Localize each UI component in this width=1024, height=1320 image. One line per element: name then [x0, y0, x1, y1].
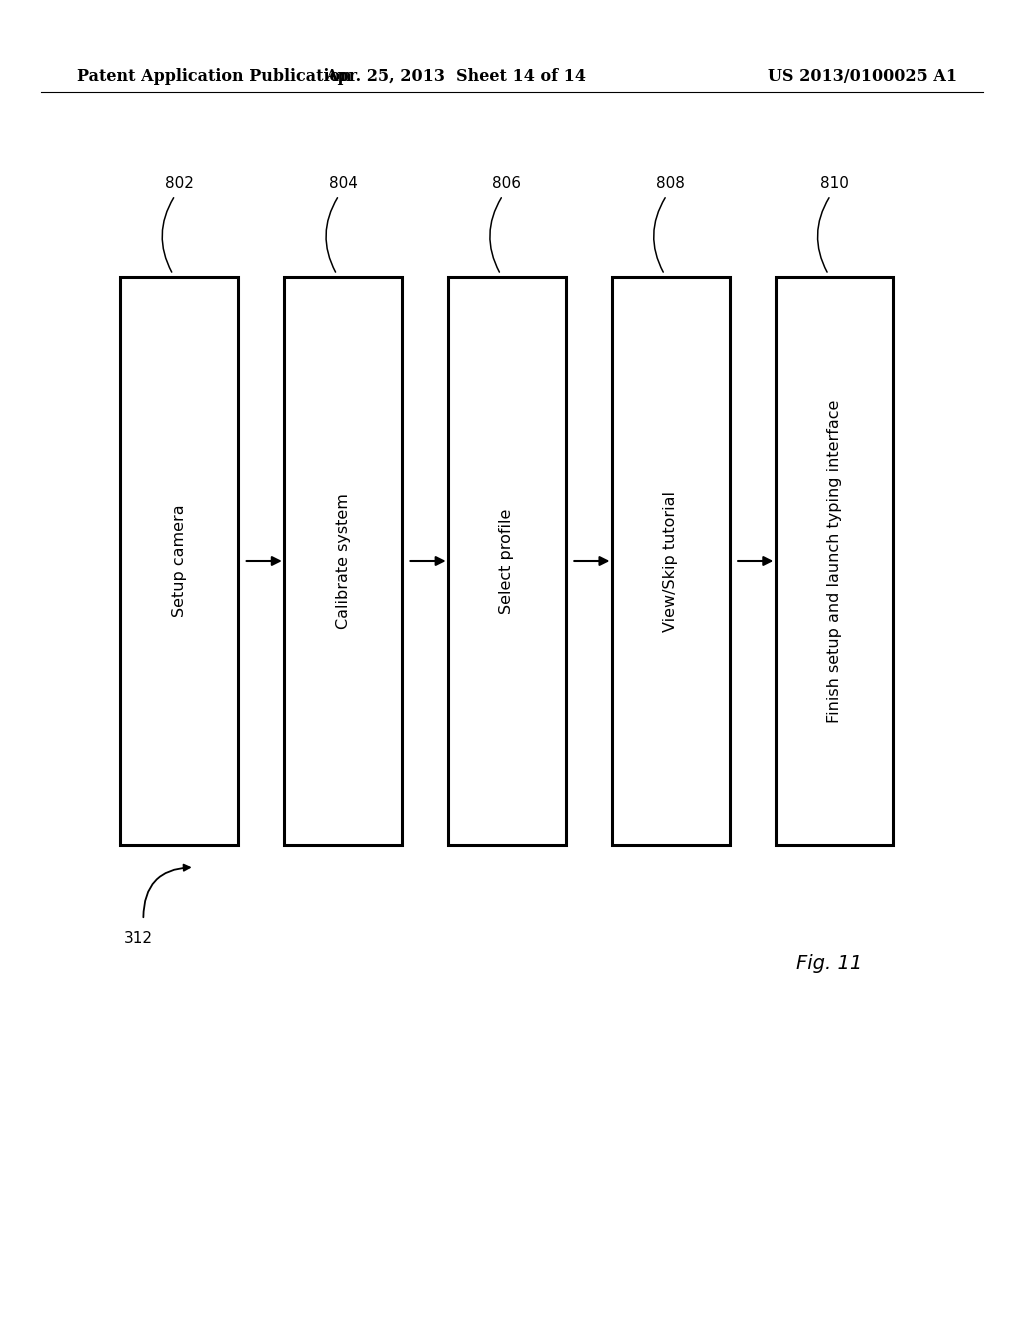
Text: 802: 802: [165, 177, 194, 191]
Bar: [449, 277, 565, 845]
Bar: [612, 277, 729, 845]
Bar: [776, 277, 893, 845]
Text: Patent Application Publication: Patent Application Publication: [77, 69, 351, 84]
Text: 810: 810: [820, 177, 849, 191]
Text: Apr. 25, 2013  Sheet 14 of 14: Apr. 25, 2013 Sheet 14 of 14: [326, 69, 586, 84]
Text: Calibrate system: Calibrate system: [336, 494, 350, 628]
Bar: [285, 277, 401, 845]
Text: 804: 804: [329, 177, 357, 191]
Text: 806: 806: [493, 177, 521, 191]
Text: US 2013/0100025 A1: US 2013/0100025 A1: [768, 69, 957, 84]
Bar: [121, 277, 238, 845]
Text: 808: 808: [656, 177, 685, 191]
Text: Setup camera: Setup camera: [172, 504, 186, 618]
Text: Finish setup and launch typing interface: Finish setup and launch typing interface: [827, 400, 842, 722]
Text: View/Skip tutorial: View/Skip tutorial: [664, 491, 678, 631]
Text: Fig. 11: Fig. 11: [797, 954, 862, 973]
Text: 312: 312: [124, 931, 153, 945]
Text: Select profile: Select profile: [500, 508, 514, 614]
